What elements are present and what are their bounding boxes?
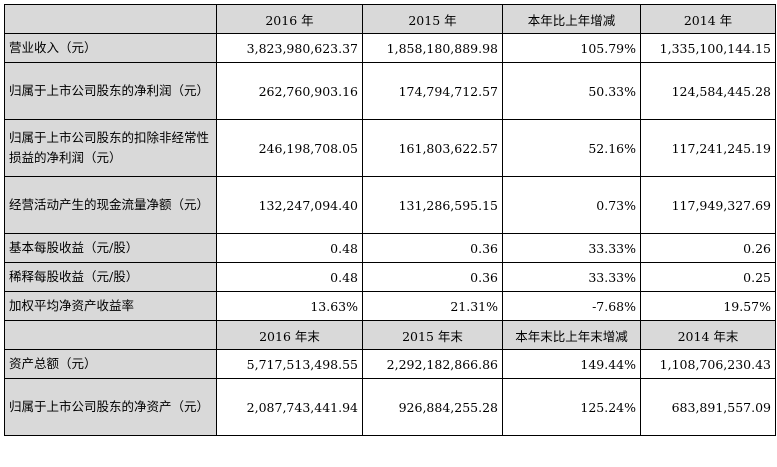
column-header: 本年比上年增减 — [502, 4, 641, 34]
value-cell: 33.33% — [502, 233, 641, 263]
value-cell: 1,108,706,230.43 — [640, 349, 776, 379]
value-cell: 161,803,622.57 — [362, 119, 503, 177]
table-row: 归属于上市公司股东的净资产（元） 2,087,743,441.94 926,884,… — [4, 378, 776, 436]
row-label: 归属于上市公司股东的净资产（元） — [4, 378, 217, 436]
row-label: 资产总额（元） — [4, 349, 217, 379]
value-cell: 0.48 — [216, 262, 363, 292]
value-cell: 1,335,100,144.15 — [640, 33, 776, 63]
value-cell: 125.24% — [502, 378, 641, 436]
row-label: 归属于上市公司股东的扣除非经常性损益的净利润（元） — [4, 119, 217, 177]
financial-summary-table: 2016 年 2015 年本年比上年增减 2014 年营业收入（元） 3,823,98… — [4, 4, 776, 436]
value-cell: 21.31% — [362, 291, 503, 321]
header-blank-cell — [4, 320, 217, 350]
value-cell: 174,794,712.57 — [362, 62, 503, 120]
value-cell: 19.57% — [640, 291, 776, 321]
value-cell: 0.73% — [502, 176, 641, 234]
row-label: 加权平均净资产收益率 — [4, 291, 217, 321]
value-cell: 0.36 — [362, 262, 503, 292]
header-blank-cell — [4, 4, 217, 34]
value-cell: 246,198,708.05 — [216, 119, 363, 177]
column-header: 2016 年 — [216, 4, 363, 34]
value-cell: 33.33% — [502, 262, 641, 292]
value-cell: 5,717,513,498.55 — [216, 349, 363, 379]
table-row: 资产总额（元） 5,717,513,498.55 2,292,182,866.86 1… — [4, 349, 776, 379]
value-cell: 262,760,903.16 — [216, 62, 363, 120]
column-header: 2015 年末 — [362, 320, 503, 350]
row-label: 稀释每股收益（元/股） — [4, 262, 217, 292]
row-label: 营业收入（元） — [4, 33, 217, 63]
annual-header-row: 2016 年 2015 年本年比上年增减 2014 年 — [4, 4, 776, 34]
column-header: 2014 年末 — [640, 320, 776, 350]
column-header: 2014 年 — [640, 4, 776, 34]
column-header: 2016 年末 — [216, 320, 363, 350]
value-cell: 0.25 — [640, 262, 776, 292]
row-label: 基本每股收益（元/股） — [4, 233, 217, 263]
value-cell: 13.63% — [216, 291, 363, 321]
value-cell: 105.79% — [502, 33, 641, 63]
value-cell: 2,292,182,866.86 — [362, 349, 503, 379]
row-label: 归属于上市公司股东的净利润（元） — [4, 62, 217, 120]
value-cell: 117,241,245.19 — [640, 119, 776, 177]
value-cell: 1,858,180,889.98 — [362, 33, 503, 63]
table-row: 归属于上市公司股东的净利润（元） 262,760,903.16 174,794,71… — [4, 62, 776, 120]
row-label: 经营活动产生的现金流量净额（元） — [4, 176, 217, 234]
value-cell: 683,891,557.09 — [640, 378, 776, 436]
table-row: 稀释每股收益（元/股） 0.48 0.36 33.33% 0.25 — [4, 262, 776, 292]
column-header: 本年末比上年末增减 — [502, 320, 641, 350]
value-cell: 117,949,327.69 — [640, 176, 776, 234]
value-cell: 124,584,445.28 — [640, 62, 776, 120]
value-cell: 3,823,980,623.37 — [216, 33, 363, 63]
value-cell: 52.16% — [502, 119, 641, 177]
value-cell: 132,247,094.40 — [216, 176, 363, 234]
column-header: 2015 年 — [362, 4, 503, 34]
table-row: 归属于上市公司股东的扣除非经常性损益的净利润（元） 246,198,708.05 1… — [4, 119, 776, 177]
value-cell: 2,087,743,441.94 — [216, 378, 363, 436]
value-cell: 0.36 — [362, 233, 503, 263]
table-row: 加权平均净资产收益率 13.63% 21.31% -7.68% 19.57% — [4, 291, 776, 321]
value-cell: 0.26 — [640, 233, 776, 263]
table-row: 经营活动产生的现金流量净额（元） 132,247,094.40 131,286,59… — [4, 176, 776, 234]
value-cell: -7.68% — [502, 291, 641, 321]
value-cell: 0.48 — [216, 233, 363, 263]
table-row: 营业收入（元） 3,823,980,623.37 1,858,180,889.98 1… — [4, 33, 776, 63]
year-end-header-row: 2016 年末 2015 年末 本年末比上年末增减 2014 年末 — [4, 320, 776, 350]
value-cell: 149.44% — [502, 349, 641, 379]
value-cell: 131,286,595.15 — [362, 176, 503, 234]
value-cell: 926,884,255.28 — [362, 378, 503, 436]
value-cell: 50.33% — [502, 62, 641, 120]
table-row: 基本每股收益（元/股） 0.48 0.36 33.33% 0.26 — [4, 233, 776, 263]
